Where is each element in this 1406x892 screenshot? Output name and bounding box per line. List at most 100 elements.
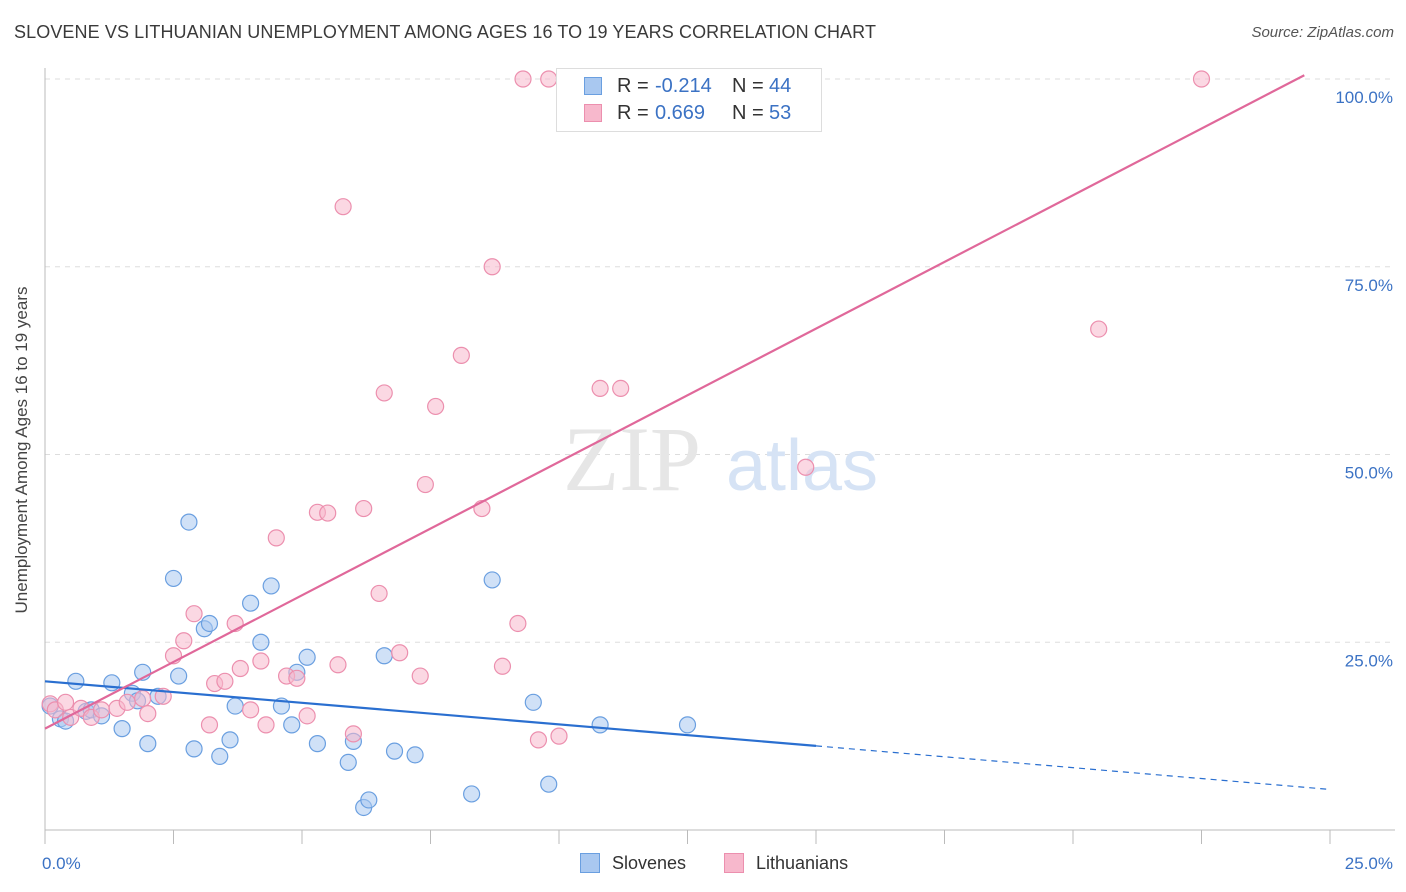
- legend-row-slovenes: R = -0.214 N = 44: [557, 73, 821, 99]
- lithuanians-legend-label: Lithuanians: [756, 853, 849, 873]
- legend-row-lithuanians: R = 0.669 N = 53: [557, 100, 821, 126]
- ticks-layer: 25.0% 50.0% 75.0% 100.0% 0.0% 25.0%: [42, 88, 1393, 873]
- lithuanians-point: [231, 659, 249, 678]
- source-label: Source: ZipAtlas.com: [1251, 24, 1394, 41]
- slovenes-point: [283, 716, 301, 734]
- lithuanians-point: [334, 198, 352, 216]
- slovenes-point: [180, 513, 198, 531]
- lithuanians-point: [1090, 320, 1108, 338]
- slovenes-point: [226, 697, 244, 715]
- slovenes-point: [375, 647, 393, 665]
- lithuanians-point: [483, 258, 501, 276]
- slovenes-point: [463, 785, 481, 803]
- lithuanians-point: [139, 704, 157, 723]
- slovenes-point: [211, 747, 229, 766]
- slovenes-point: [164, 569, 183, 588]
- lithuanians-point: [355, 499, 373, 518]
- lithuanians-point: [329, 656, 347, 674]
- n-label: N =: [732, 102, 764, 124]
- lithuanians-point: [493, 657, 512, 675]
- lithuanians-point: [529, 731, 548, 749]
- slovenes-point: [113, 720, 131, 738]
- n-label: N =: [732, 75, 764, 97]
- lithuanians-point: [509, 614, 527, 633]
- axes-layer: [44, 68, 1395, 844]
- y-tick-label: 50.0%: [1345, 464, 1393, 483]
- slovenes-point: [524, 693, 542, 711]
- lithuanians-point: [252, 652, 270, 670]
- slovenes-point: [360, 791, 378, 809]
- lithuanians-point: [1192, 70, 1211, 88]
- lithuanians-point: [514, 70, 532, 88]
- slovenes-swatch: [584, 77, 602, 95]
- lithuanians-point: [370, 584, 388, 603]
- lithuanians-point: [200, 716, 219, 734]
- lithuanians-point: [56, 693, 75, 711]
- y-tick-label: 75.0%: [1345, 276, 1393, 295]
- slovenes-point: [252, 633, 270, 651]
- points-layer: [41, 70, 1211, 817]
- n-value: 44: [769, 75, 792, 97]
- lithuanians-trend-line: [44, 74, 1305, 730]
- lithuanians-point: [319, 504, 337, 522]
- slovenes-point: [298, 648, 316, 666]
- slovenes-point: [170, 667, 188, 685]
- y-axis-label: Unemployment Among Ages 16 to 19 years: [12, 286, 31, 614]
- slovenes-point: [540, 775, 558, 793]
- lithuanians-point: [185, 605, 203, 623]
- slovenes-point: [406, 746, 424, 764]
- lithuanians-point: [175, 632, 193, 650]
- y-tick-label: 100.0%: [1335, 88, 1393, 107]
- lithuanians-point: [427, 397, 445, 416]
- n-value: 53: [769, 102, 792, 124]
- lithuanians-point: [134, 689, 152, 708]
- lithuanians-point: [591, 379, 609, 398]
- lithuanians-point: [411, 667, 429, 685]
- slovenes-point: [242, 594, 260, 612]
- lithuanians-point: [242, 701, 260, 719]
- lithuanians-point: [416, 475, 434, 494]
- slovenes-point: [185, 740, 203, 758]
- lithuanians-point: [797, 458, 815, 476]
- slovenes-point: [385, 742, 404, 760]
- trend-layer: [44, 74, 1331, 791]
- slovenes-point: [200, 614, 219, 633]
- lithuanians-point: [298, 707, 316, 725]
- lithuanians-point: [540, 70, 558, 88]
- slovenes-point: [67, 672, 85, 690]
- lithuanians-point: [375, 384, 393, 402]
- lithuanians-point: [267, 529, 285, 547]
- slovenes-point: [262, 577, 280, 595]
- chart-title: SLOVENE VS LITHUANIAN UNEMPLOYMENT AMONG…: [14, 22, 877, 42]
- slovenes-point: [221, 731, 239, 749]
- slovenes-trend-extension: [815, 745, 1331, 791]
- lithuanians-point: [344, 725, 362, 743]
- lithuanians-point: [612, 379, 630, 398]
- slovenes-legend-swatch: [580, 853, 600, 873]
- slovenes-point: [339, 753, 357, 772]
- lithuanians-point: [452, 346, 470, 364]
- slovenes-point: [678, 716, 697, 734]
- y-tick-label: 25.0%: [1345, 651, 1393, 670]
- r-value: 0.669: [655, 102, 706, 124]
- lithuanians-point: [550, 727, 568, 745]
- lithuanians-point: [257, 716, 275, 734]
- slovenes-legend-label: Slovenes: [612, 853, 687, 873]
- r-label: R =: [617, 75, 649, 97]
- slovenes-point: [308, 735, 327, 753]
- stats-legend: R = -0.214 N = 44 R = 0.669 N = 53: [556, 68, 822, 132]
- grid-layer: [45, 78, 1395, 643]
- lithuanians-swatch: [584, 104, 602, 122]
- x-tick-label: 25.0%: [1345, 854, 1393, 873]
- r-label: R =: [617, 102, 649, 124]
- slovenes-point: [139, 735, 157, 753]
- lithuanians-point: [391, 644, 409, 662]
- lithuanians-point: [118, 693, 136, 711]
- slovenes-point: [591, 716, 609, 734]
- slovenes-point: [483, 571, 501, 589]
- lithuanians-point: [288, 669, 306, 687]
- lithuanians-point: [92, 701, 111, 719]
- lithuanians-point: [216, 672, 234, 690]
- lithuanians-legend-swatch: [724, 853, 744, 873]
